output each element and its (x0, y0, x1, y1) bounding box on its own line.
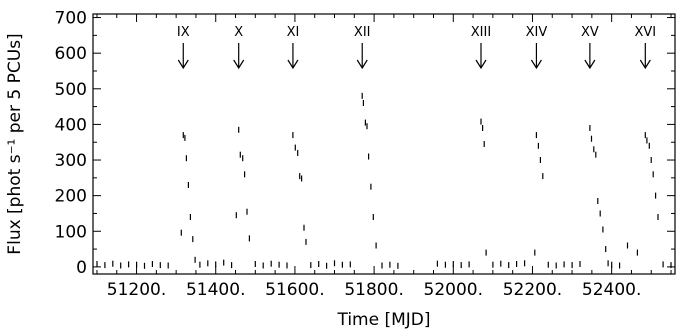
outburst-marker: XI (287, 25, 300, 70)
data-layer (96, 92, 672, 269)
x-tick-label: 52400. (582, 280, 641, 300)
outburst-arrow-head (530, 59, 542, 70)
outburst-label: IX (177, 25, 190, 40)
y-tick-label: 0 (76, 258, 87, 278)
outburst-label: XII (354, 25, 371, 40)
outburst-label: XI (287, 25, 300, 40)
x-tick-label: 51800. (344, 280, 403, 300)
outburst-label: XIII (471, 25, 491, 40)
y-axis-title: Flux [phot s⁻¹ per 5 PCUs] (5, 33, 25, 254)
y-tick-label: 400 (55, 115, 87, 135)
outburst-arrow-head (475, 59, 487, 70)
plot-frame (92, 13, 676, 275)
x-tick-label: 51200. (107, 280, 166, 300)
outburst-label: XV (581, 25, 599, 40)
y-tick-label: 100 (55, 222, 87, 242)
outburst-label: XVI (634, 25, 656, 40)
y-tick-label: 600 (55, 44, 87, 64)
y-tick-label: 200 (55, 187, 87, 207)
outburst-marker: XV (581, 25, 599, 70)
outburst-marker: XIII (471, 25, 491, 70)
outburst-markers: IX X XI XII XIII XIV XV XVI (177, 25, 656, 70)
outburst-arrow-head (639, 59, 651, 70)
outburst-marker: XVI (634, 25, 656, 70)
outburst-label: XIV (526, 25, 548, 40)
outburst-arrow-head (584, 59, 596, 70)
outburst-marker: X (233, 25, 245, 70)
outburst-marker: XII (354, 25, 371, 70)
x-tick-label: 51400. (186, 280, 245, 300)
x-tick-label: 52200. (503, 280, 562, 300)
y-axis: 0 100 200 300 400 500 600 700 (55, 9, 675, 278)
outburst-label: X (234, 25, 243, 40)
x-axis-title: Time [MJD] (336, 310, 430, 330)
outburst-marker: IX (177, 25, 190, 70)
outburst-arrow-head (356, 59, 368, 70)
y-tick-label: 300 (55, 151, 87, 171)
outburst-arrow-head (287, 59, 299, 70)
y-tick-label: 700 (55, 9, 87, 29)
outburst-marker: XIV (526, 25, 548, 70)
x-axis: 51200. 51400. 51600. 51800. 52000. 52200. 5240… (96, 14, 672, 300)
y-tick-label: 500 (55, 80, 87, 100)
x-tick-label: 52000. (424, 280, 483, 300)
outburst-arrow-head (233, 59, 245, 70)
x-tick-label: 51600. (265, 280, 324, 300)
outburst-arrow-head (177, 59, 189, 70)
